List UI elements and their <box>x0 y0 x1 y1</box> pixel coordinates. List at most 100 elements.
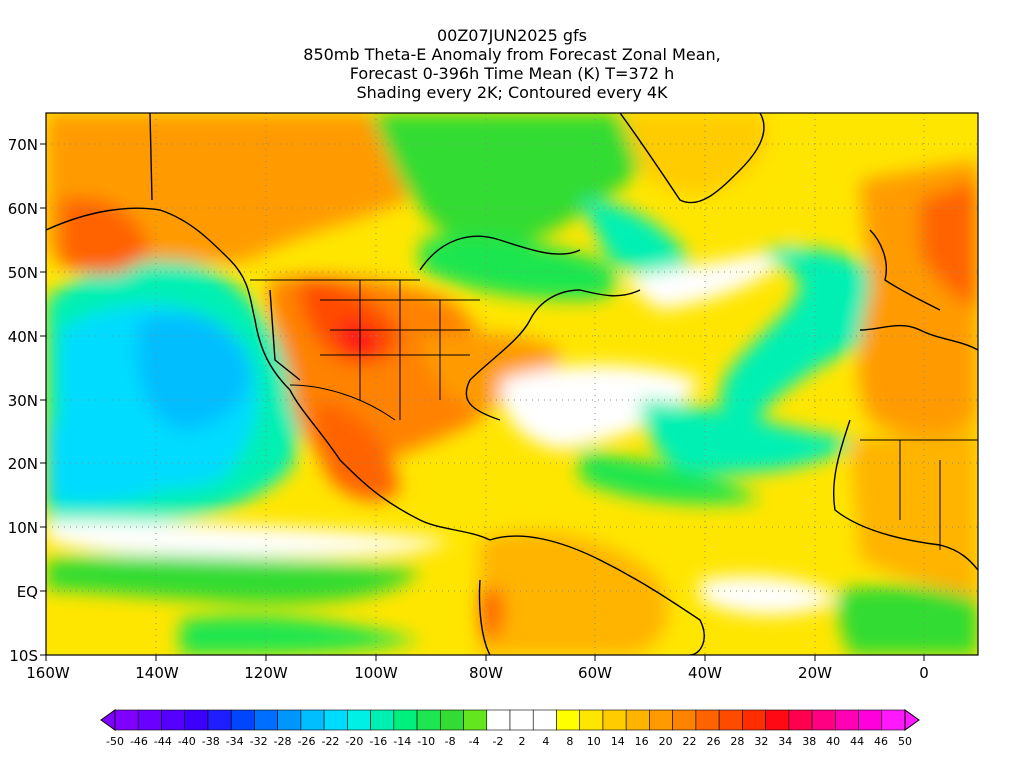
colorbar-swatch <box>439 709 464 731</box>
colorbar-swatch <box>718 709 743 731</box>
colorbar-label: -10 <box>417 735 435 748</box>
lat-label: EQ <box>17 583 38 601</box>
lat-label: 10N <box>8 519 38 537</box>
lat-label: 10S <box>9 647 38 665</box>
colorbar-label: 16 <box>635 735 649 748</box>
colorbar-swatch <box>463 709 488 731</box>
colorbar-label: -46 <box>130 735 148 748</box>
colorbar-label: 46 <box>874 735 888 748</box>
colorbar-label: -38 <box>202 735 220 748</box>
colorbar-swatch <box>207 709 232 731</box>
colorbar-swatch <box>858 709 883 731</box>
colorbar-label: 14 <box>611 735 625 748</box>
colorbar-label: -14 <box>393 735 411 748</box>
colorbar-swatch <box>347 709 371 731</box>
lat-label: 20N <box>8 455 38 473</box>
colorbar-swatch <box>695 709 720 731</box>
colorbar-swatch <box>323 709 348 731</box>
colorbar-swatch <box>811 709 836 731</box>
colorbar-swatch <box>556 709 581 731</box>
colorbar-label: -16 <box>369 735 387 748</box>
colorbar-swatch <box>393 709 418 731</box>
colorbar-swatch <box>300 709 325 731</box>
lon-label: 100W <box>354 664 398 682</box>
colorbar-label: 38 <box>802 735 816 748</box>
colorbar-left-arrow <box>100 709 116 731</box>
lon-label: 140W <box>135 664 179 682</box>
lon-label: 20W <box>798 664 832 682</box>
lon-label: 40W <box>688 664 722 682</box>
colorbar-label: 34 <box>778 735 792 748</box>
colorbar-swatch <box>579 709 604 731</box>
title-line-4: Shading every 2K; Contoured every 4K <box>356 83 668 102</box>
longitude-labels: 160W 140W 120W 100W 80W 60W 40W 20W 0 <box>26 664 929 682</box>
title-line-3: Forecast 0-396h Time Mean (K) T=372 h <box>349 64 675 83</box>
axis-ticks <box>40 143 925 661</box>
colorbar-swatch <box>416 709 441 731</box>
colorbar-swatch <box>532 709 557 731</box>
colorbar-label: -34 <box>226 735 244 748</box>
colorbar-label: -28 <box>274 735 292 748</box>
colorbar-swatch <box>509 709 534 731</box>
lon-label: 120W <box>244 664 288 682</box>
colorbar-label: -26 <box>298 735 316 748</box>
colorbar-label: 20 <box>659 735 673 748</box>
lon-label: 0 <box>919 664 929 682</box>
colorbar-label: -40 <box>178 735 196 748</box>
colorbar-swatch <box>672 709 697 731</box>
colorbar-right-arrow <box>904 709 920 731</box>
lon-label: 60W <box>578 664 612 682</box>
colorbar-swatch <box>742 709 766 731</box>
colorbar-label: 28 <box>730 735 744 748</box>
colorbar-label: -2 <box>493 735 504 748</box>
colorbar-label: -20 <box>345 735 363 748</box>
lon-label: 160W <box>26 664 70 682</box>
colorbar-label: -44 <box>154 735 172 748</box>
colorbar-swatch <box>602 709 627 731</box>
colorbar-swatch <box>161 709 186 731</box>
lat-label: 70N <box>8 136 38 154</box>
colorbar-swatch <box>765 709 790 731</box>
colorbar-swatch <box>277 709 302 731</box>
latitude-labels: 70N 60N 50N 40N 30N 20N 10N EQ 10S <box>8 136 38 665</box>
colorbar-swatch <box>649 709 673 731</box>
colorbar-labels: -50 -46 -44 -40 -38 -34 -32 -28 -26 -22 -20 -16 -14-… <box>106 735 912 748</box>
colorbar-swatch <box>881 709 906 731</box>
colorbar-swatch <box>137 709 162 731</box>
colorbar-label: -8 <box>445 735 456 748</box>
colorbar-label: 32 <box>754 735 768 748</box>
colorbar-label: 50 <box>898 735 912 748</box>
borders <box>250 279 978 550</box>
colorbar-swatch <box>254 709 278 731</box>
colorbar-label: 22 <box>683 735 697 748</box>
colorbar-swatch <box>230 709 255 731</box>
colorbar-label: 44 <box>850 735 864 748</box>
lat-label: 30N <box>8 392 38 410</box>
colorbar-label: -4 <box>469 735 480 748</box>
colorbar-boxes <box>100 709 920 731</box>
colorbar-swatch <box>834 709 859 731</box>
coastlines <box>46 113 978 655</box>
colorbar-label: 8 <box>566 735 573 748</box>
colorbar-swatch <box>184 709 209 731</box>
colorbar-label: -22 <box>321 735 339 748</box>
colorbar-label: -32 <box>250 735 268 748</box>
lat-label: 50N <box>8 264 38 282</box>
lat-label: 60N <box>8 200 38 218</box>
colorbar-label: 4 <box>542 735 549 748</box>
colorbar-swatch <box>486 709 511 731</box>
colorbar-label: 40 <box>826 735 840 748</box>
map-border <box>45 112 979 656</box>
colorbar-label: -50 <box>106 735 124 748</box>
colorbar-swatch <box>625 709 650 731</box>
title-line-2: 850mb Theta-E Anomaly from Forecast Zona… <box>303 45 721 64</box>
colorbar-label: 2 <box>518 735 525 748</box>
colorbar-swatch <box>788 709 813 731</box>
anomaly-shading <box>46 113 978 655</box>
colorbar-swatch <box>370 709 395 731</box>
colorbar-label: 26 <box>706 735 720 748</box>
title-line-1: 00Z07JUN2025 gfs <box>436 26 587 45</box>
graticule <box>46 113 978 655</box>
